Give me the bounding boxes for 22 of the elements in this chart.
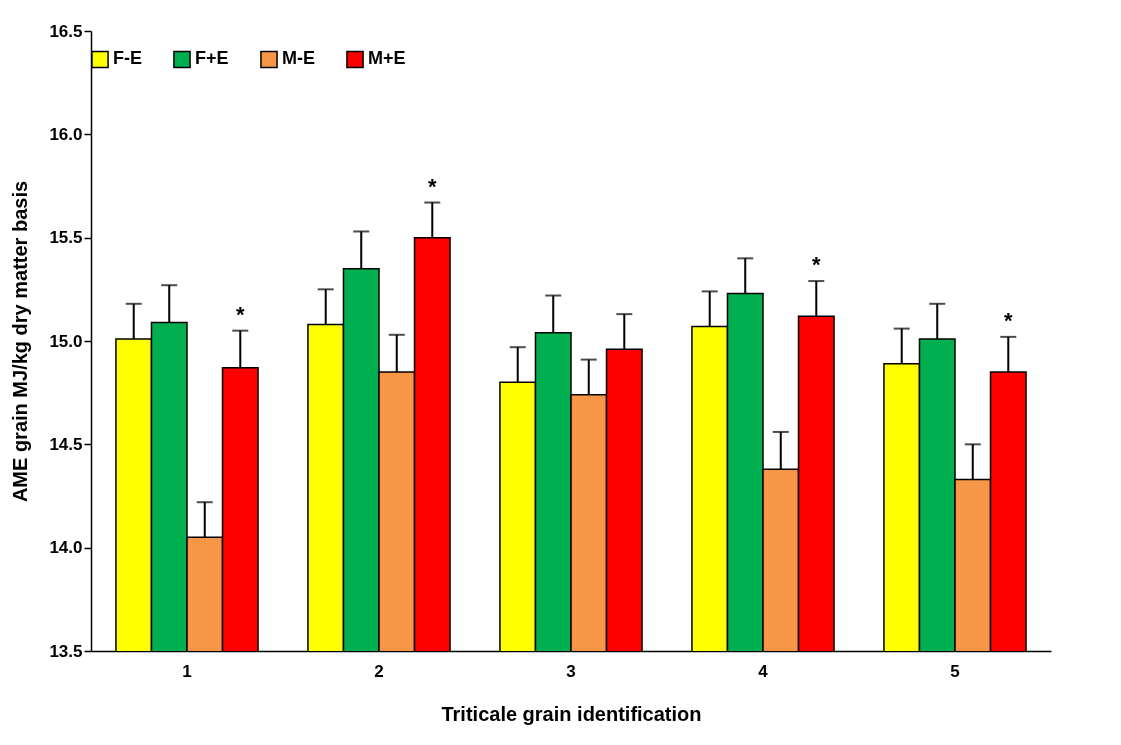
y-axis-title: AME grain MJ/kg dry matter basis — [9, 180, 32, 503]
y-tick-label: 14.5 — [49, 434, 83, 454]
x-tick-label: 5 — [950, 661, 960, 681]
y-tick-label: 15.5 — [49, 228, 83, 248]
x-tick-label: 2 — [374, 661, 384, 681]
legend-label: M-E — [282, 48, 315, 69]
y-tick-label: 13.5 — [49, 641, 83, 661]
legend-label: F-E — [113, 48, 142, 69]
y-tick-label: 16.5 — [49, 21, 83, 41]
legend-label: M+E — [368, 48, 406, 69]
data-label: * — [812, 252, 821, 278]
x-tick-label: 3 — [566, 661, 576, 681]
data-label: * — [236, 301, 245, 327]
data-label: * — [428, 173, 437, 199]
y-tick-label: 15.0 — [49, 331, 83, 351]
x-tick-label: 1 — [182, 661, 192, 681]
x-axis-title: Triticale grain identification — [441, 702, 702, 725]
legend-label: F+E — [195, 48, 229, 69]
y-tick-label: 16.0 — [49, 124, 83, 144]
y-tick-label: 14.0 — [49, 538, 83, 558]
data-label: * — [1004, 307, 1013, 333]
x-tick-label: 4 — [758, 661, 769, 681]
